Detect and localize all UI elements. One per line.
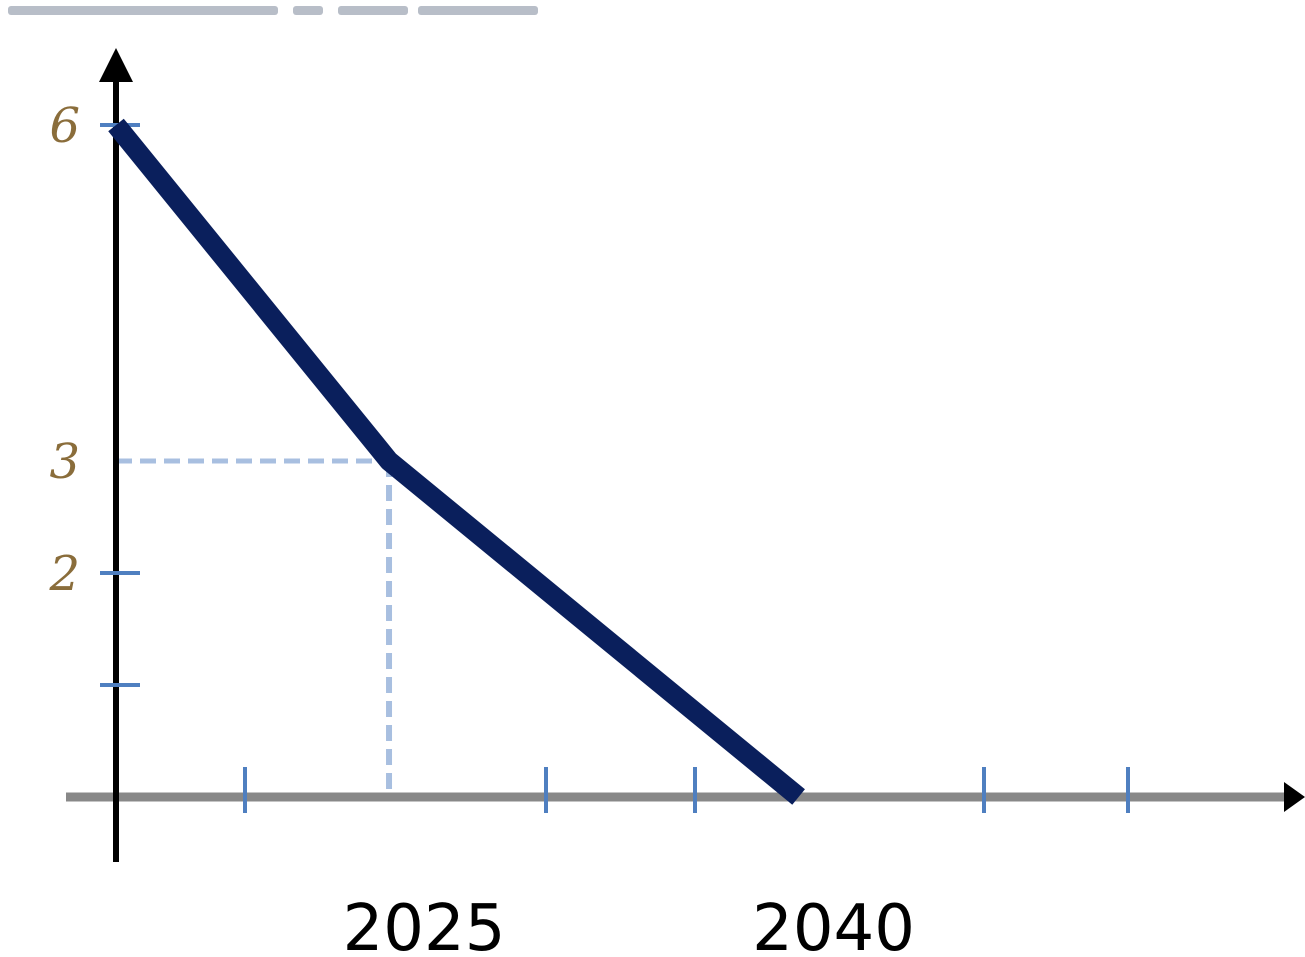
x-tick-label: 2040 xyxy=(752,892,915,957)
cropped-title-remnant xyxy=(8,0,538,22)
y-tick-label: 2 xyxy=(48,546,80,602)
y-tick-label: 6 xyxy=(49,98,80,154)
series-line xyxy=(108,118,805,805)
ticks xyxy=(100,123,1130,813)
y-tick-label: 3 xyxy=(49,434,80,490)
series xyxy=(108,118,805,805)
axes xyxy=(66,48,1305,862)
y-axis-arrowhead xyxy=(99,48,133,82)
x-tick-label: 2025 xyxy=(343,892,506,957)
guide-lines xyxy=(116,458,393,797)
tick-labels: 6 3 2 2025 2040 xyxy=(48,98,915,957)
x-axis-arrowhead xyxy=(1284,782,1305,812)
